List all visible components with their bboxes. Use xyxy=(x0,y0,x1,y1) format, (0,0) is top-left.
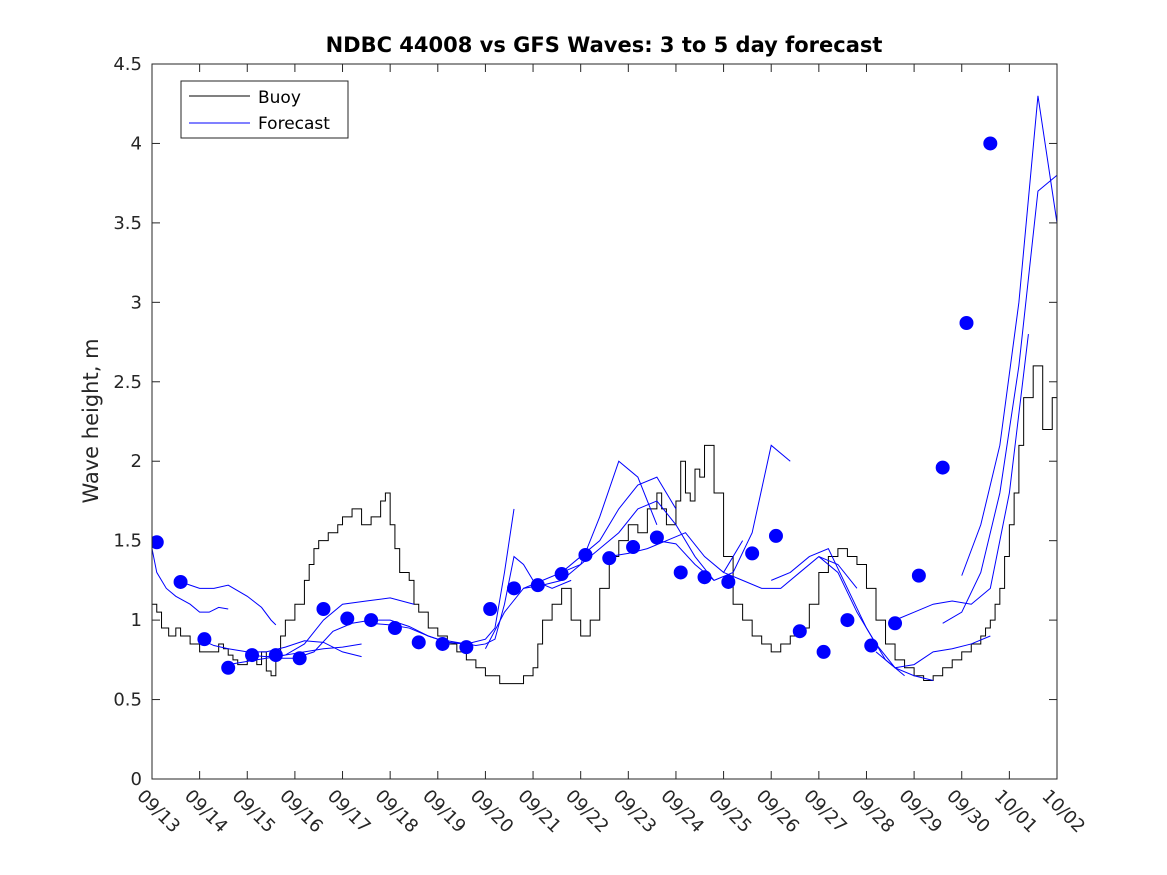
forecast-marker xyxy=(459,640,474,655)
forecast-marker xyxy=(340,611,355,626)
forecast-marker xyxy=(840,613,855,628)
legend-box xyxy=(180,80,349,139)
forecast-marker xyxy=(935,460,950,475)
y-tick-label: 0.5 xyxy=(113,690,142,711)
chart-title: NDBC 44008 vs GFS Waves: 3 to 5 day fore… xyxy=(326,33,883,57)
forecast-marker xyxy=(268,648,283,663)
forecast-series-line-9 xyxy=(484,460,658,649)
forecast-marker xyxy=(792,624,807,639)
forecast-series-line-18 xyxy=(894,334,1029,621)
forecast-series-line-20 xyxy=(961,95,1057,576)
forecast-marker xyxy=(197,632,212,647)
forecast-series-line-2 xyxy=(175,579,277,626)
forecast-series-line-19 xyxy=(942,174,1057,624)
forecast-marker xyxy=(888,616,903,631)
forecast-series-line-10 xyxy=(523,476,677,589)
forecast-marker xyxy=(911,568,926,583)
legend: Buoy Forecast xyxy=(180,80,349,139)
y-tick-label: 0 xyxy=(131,769,142,790)
forecast-marker xyxy=(554,567,569,582)
y-tick-label: 4.5 xyxy=(113,54,142,75)
axes-background xyxy=(152,64,1057,779)
forecast-marker xyxy=(745,546,760,561)
y-tick-label: 2.5 xyxy=(113,372,142,393)
forecast-marker xyxy=(626,540,641,555)
forecast-marker xyxy=(173,574,188,589)
forecast-marker xyxy=(530,578,545,593)
forecast-marker xyxy=(864,638,879,653)
forecast-marker xyxy=(697,570,712,585)
forecast-series-line-13 xyxy=(656,444,791,581)
forecast-series-line-1 xyxy=(152,548,229,613)
forecast-marker xyxy=(721,574,736,589)
forecast-marker xyxy=(578,547,593,562)
forecast-marker xyxy=(959,315,974,330)
forecast-marker xyxy=(387,621,402,636)
forecast-marker xyxy=(292,651,307,666)
forecast-marker xyxy=(983,136,998,151)
axes-box xyxy=(151,63,1058,780)
forecast-series-line-17 xyxy=(875,635,991,669)
forecast-marker xyxy=(152,535,164,550)
legend-label-buoy: Buoy xyxy=(258,88,301,108)
y-tick-label: 3 xyxy=(131,292,142,313)
y-tick-label: 3.5 xyxy=(113,213,142,234)
y-ticks: 0 0.5 1 1.5 2 2.5 3 3.5 4 4.5 xyxy=(113,54,1057,790)
forecast-marker xyxy=(673,565,688,580)
y-tick-label: 2 xyxy=(131,451,142,472)
forecast-marker xyxy=(316,601,331,616)
forecast-marker xyxy=(364,613,379,628)
forecast-marker xyxy=(602,551,617,566)
forecast-marker xyxy=(649,530,664,545)
forecast-marker xyxy=(507,581,521,596)
forecast-marker xyxy=(435,636,450,651)
forecast-marker xyxy=(816,644,831,659)
forecast-marker xyxy=(768,528,783,543)
forecast-marker xyxy=(221,660,236,675)
forecast-marker xyxy=(483,601,498,616)
forecast-marker xyxy=(245,648,260,663)
legend-label-forecast: Forecast xyxy=(258,114,330,134)
plot-area: 00.511.522.533.544.5 09/1309/1409/1509/1… xyxy=(113,54,1089,837)
y-tick-label: 1.5 xyxy=(113,531,142,552)
forecast-series-line-15 xyxy=(771,547,905,677)
y-tick-label: 1 xyxy=(131,610,142,631)
forecast-marker xyxy=(411,635,426,650)
forecast-series-line-14 xyxy=(723,555,858,589)
y-axis-label: Wave height, m xyxy=(79,338,103,503)
y-tick-label: 4 xyxy=(131,133,142,154)
